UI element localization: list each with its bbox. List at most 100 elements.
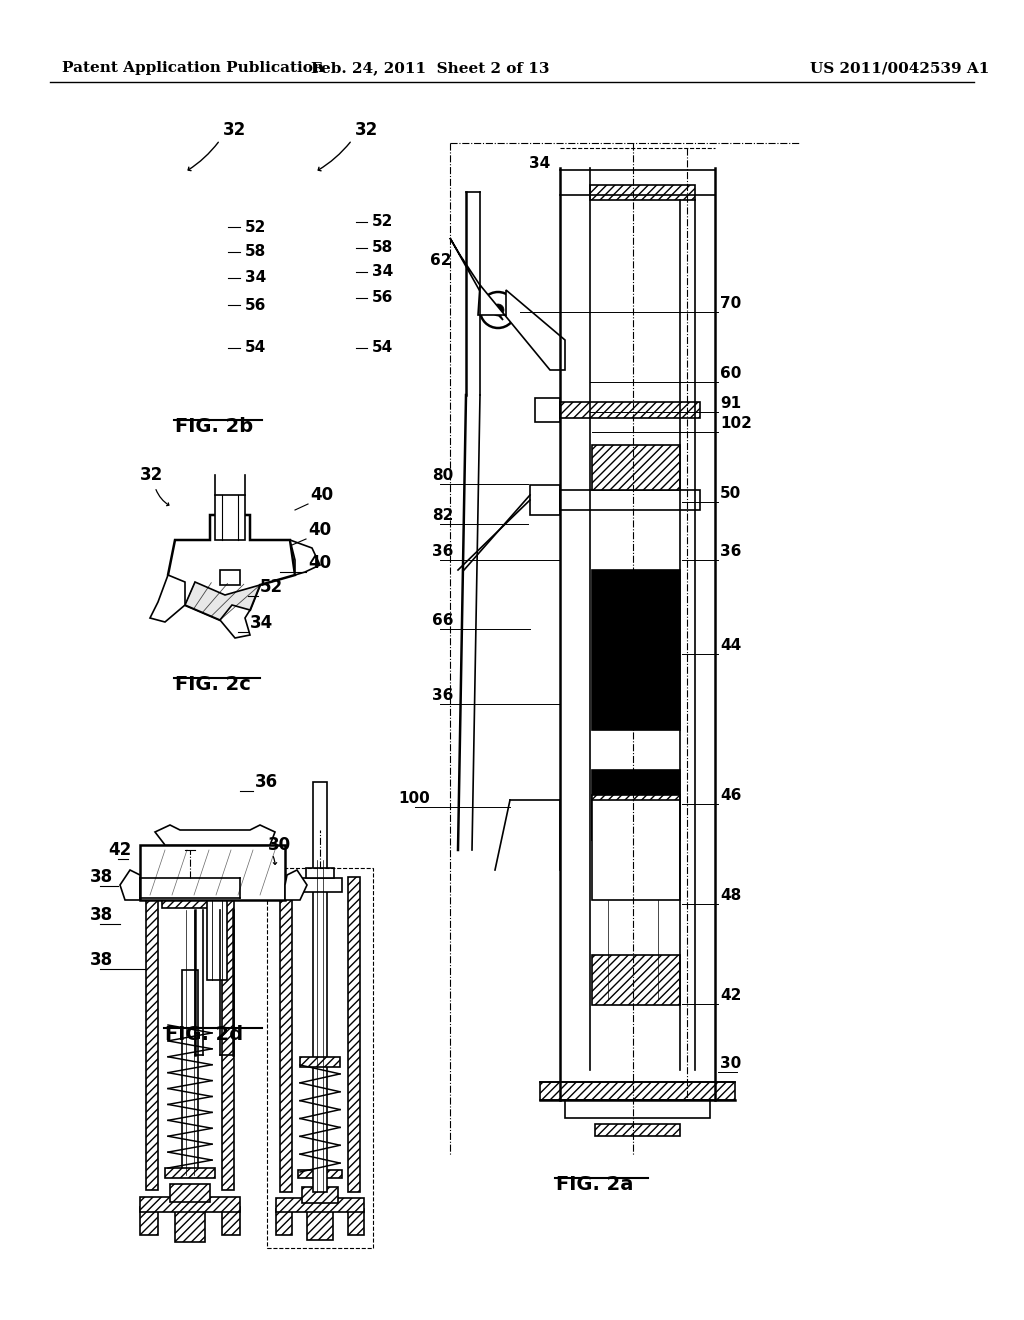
Text: 82: 82 (432, 508, 454, 523)
Text: 38: 38 (90, 869, 113, 886)
Text: 32: 32 (140, 466, 163, 484)
Bar (348, 1209, 364, 1236)
Text: 36: 36 (720, 544, 741, 558)
Text: 70: 70 (720, 296, 741, 312)
Bar (300, 1057, 340, 1067)
Polygon shape (140, 845, 285, 900)
Bar (560, 490, 700, 510)
Text: 52: 52 (245, 219, 266, 235)
Text: 42: 42 (720, 987, 741, 1003)
Text: 36: 36 (255, 774, 279, 791)
Polygon shape (450, 238, 503, 319)
Bar (276, 1199, 364, 1212)
Text: 46: 46 (720, 788, 741, 803)
Bar (222, 1206, 240, 1236)
Text: 42: 42 (108, 841, 131, 859)
Text: US 2011/0042539 A1: US 2011/0042539 A1 (810, 61, 989, 75)
Text: FIG. 2b: FIG. 2b (175, 417, 253, 436)
Bar (302, 1187, 338, 1203)
Polygon shape (290, 540, 319, 576)
Bar (298, 1170, 342, 1177)
Bar (592, 800, 680, 900)
Bar (592, 770, 680, 840)
Text: 48: 48 (720, 888, 741, 903)
Text: 34: 34 (245, 271, 266, 285)
Text: 38: 38 (90, 906, 113, 924)
Text: 56: 56 (372, 290, 393, 305)
Text: FIG. 2c: FIG. 2c (175, 675, 251, 694)
Text: 36: 36 (432, 544, 454, 558)
Text: 40: 40 (308, 554, 331, 572)
Text: 58: 58 (245, 244, 266, 260)
Text: 62: 62 (430, 253, 452, 268)
Text: 34: 34 (250, 614, 273, 632)
Text: 102: 102 (720, 416, 752, 432)
Bar (592, 795, 680, 840)
Bar (220, 570, 240, 585)
Bar (267, 869, 373, 1247)
Text: 52: 52 (372, 214, 393, 230)
Text: 50: 50 (720, 486, 741, 502)
Bar (560, 403, 700, 418)
Text: 54: 54 (245, 341, 266, 355)
Bar (595, 1125, 680, 1137)
Text: 38: 38 (90, 950, 113, 969)
Text: 34: 34 (529, 156, 551, 172)
Text: 40: 40 (310, 486, 333, 504)
Bar (182, 970, 198, 1175)
Polygon shape (478, 285, 565, 370)
Bar (530, 484, 560, 515)
Text: 80: 80 (432, 469, 454, 483)
Bar (313, 781, 327, 1192)
Text: 30: 30 (268, 836, 291, 854)
Bar (207, 900, 227, 979)
Text: 32: 32 (223, 121, 246, 139)
Text: 36: 36 (432, 688, 454, 704)
Bar (306, 869, 334, 878)
Bar (592, 570, 680, 730)
Bar (280, 876, 292, 1192)
Bar (276, 1209, 292, 1236)
Polygon shape (150, 576, 185, 622)
Bar (592, 954, 680, 1005)
Polygon shape (185, 582, 260, 620)
Bar (170, 1184, 210, 1203)
Bar (162, 896, 218, 908)
Bar (175, 1206, 205, 1242)
Bar (535, 399, 560, 422)
Circle shape (492, 304, 504, 315)
Polygon shape (155, 825, 275, 845)
Text: 66: 66 (432, 612, 454, 628)
Text: Patent Application Publication: Patent Application Publication (62, 61, 324, 75)
Bar (140, 1206, 158, 1236)
Text: 58: 58 (372, 240, 393, 256)
Text: Feb. 24, 2011  Sheet 2 of 13: Feb. 24, 2011 Sheet 2 of 13 (310, 61, 549, 75)
Bar (222, 890, 234, 1191)
Bar (348, 876, 360, 1192)
Text: 54: 54 (372, 341, 393, 355)
Bar (540, 1082, 735, 1100)
Text: FIG. 2a: FIG. 2a (556, 1175, 634, 1195)
Bar (165, 1168, 215, 1177)
Polygon shape (168, 515, 295, 620)
Circle shape (480, 292, 516, 327)
Bar (592, 445, 680, 490)
Bar (565, 1100, 710, 1118)
Text: 91: 91 (720, 396, 741, 411)
Text: 56: 56 (245, 297, 266, 313)
Text: 34: 34 (372, 264, 393, 280)
Text: 30: 30 (720, 1056, 741, 1071)
Bar (307, 1208, 333, 1239)
Polygon shape (120, 870, 140, 900)
Text: 32: 32 (355, 121, 378, 139)
Text: FIG. 2d: FIG. 2d (165, 1026, 243, 1044)
Polygon shape (285, 870, 307, 900)
Text: 44: 44 (720, 638, 741, 653)
Text: 40: 40 (308, 521, 331, 539)
Bar (146, 890, 158, 1191)
Bar (140, 878, 240, 898)
Text: 60: 60 (720, 366, 741, 381)
Bar (590, 185, 695, 201)
Text: 52: 52 (260, 578, 283, 597)
Bar (298, 878, 342, 892)
